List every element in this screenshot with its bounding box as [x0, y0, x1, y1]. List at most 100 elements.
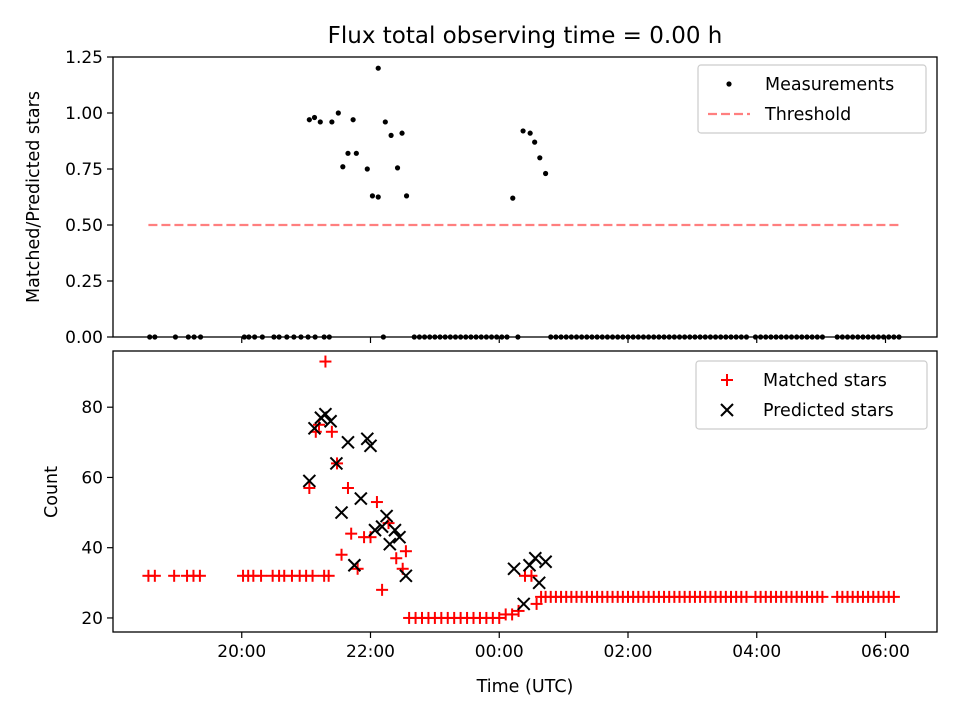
legend: Matched stars Predicted stars: [695, 360, 928, 430]
measurement-point: [532, 139, 538, 145]
predicted-star-point: [354, 491, 368, 506]
x-marker-b: [388, 523, 402, 537]
measurement-point: [311, 114, 318, 121]
measurement-point: [543, 170, 549, 177]
x-marker-b: [392, 530, 407, 544]
measurement-point: [520, 128, 526, 134]
matched-star-point: [399, 545, 412, 558]
y-tick-label: 0.50: [65, 216, 103, 236]
y-tick-label: 40: [81, 539, 103, 559]
x-marker-b: [360, 432, 374, 446]
x-marker-b: [329, 456, 344, 471]
predicted-star-point: [302, 474, 317, 488]
matched-star-point: [148, 569, 161, 582]
x-marker-b: [363, 439, 378, 453]
matched-star-point: [322, 569, 335, 582]
legend-box: [695, 360, 928, 430]
predicted-star-point: [528, 551, 543, 565]
predicted-star-point: [392, 530, 407, 544]
matched-star-point: [390, 552, 403, 565]
x-marker-b: [379, 509, 394, 523]
x-marker-b: [318, 407, 333, 421]
x-marker-b: [307, 421, 322, 435]
measurement-point: [403, 193, 410, 199]
series-predicted-stars: [302, 407, 553, 611]
measurement-point: [364, 166, 370, 172]
axes-frame: [112, 350, 938, 633]
matched-star-point: [193, 569, 206, 582]
measurement-point: [345, 150, 351, 156]
matched-star-point: [255, 569, 268, 582]
measurement-point: [510, 195, 516, 201]
x-marker-b: [354, 491, 368, 506]
matched-star-point: [530, 597, 543, 610]
matched-star-point: [303, 481, 316, 494]
matched-star-point: [506, 608, 519, 621]
predicted-star-point: [329, 456, 344, 471]
x-tick-label: 20:00: [217, 642, 266, 662]
x-marker-b: [538, 555, 553, 569]
top-panel-y-axis-label: Matched/Predicted stars: [24, 91, 44, 303]
axes-frame: [112, 56, 938, 338]
x-marker-b: [375, 519, 389, 534]
matched-star-point: [325, 425, 338, 438]
y-tick-label: 60: [81, 468, 103, 488]
predicted-star-point: [368, 523, 382, 537]
measurement-point: [527, 130, 533, 136]
matched-star-point: [341, 481, 354, 494]
y-tick-label: 20: [81, 609, 103, 629]
measurement-point: [375, 194, 381, 200]
x-marker-b: [399, 569, 413, 583]
x-marker-b: [341, 435, 355, 450]
x-tick-label: 22:00: [346, 642, 395, 662]
predicted-star-point: [538, 555, 553, 569]
measurement-point: [340, 164, 346, 170]
panel-count: 20 40 60 80 20:00 22:00 00:00 02:00 04:00 06:00 Ma…: [81, 350, 938, 662]
y-tick-label: 1.25: [65, 48, 103, 68]
legend-label: Predicted stars: [763, 401, 894, 421]
matched-star-point: [335, 548, 348, 561]
y-tick-label: 80: [81, 398, 103, 418]
predicted-star-point: [334, 505, 349, 520]
series-matched-stars: [142, 355, 900, 624]
predicted-star-point: [532, 576, 546, 590]
y-tick-label: 1.00: [65, 104, 103, 124]
x-marker-b: [532, 576, 546, 590]
measurement-point: [335, 110, 341, 116]
matched-star-point: [816, 590, 829, 603]
predicted-star-point: [363, 439, 378, 453]
matched-star-point: [306, 569, 319, 582]
bottom-panel-y-axis-label: Count: [42, 466, 62, 518]
predicted-star-point: [399, 569, 413, 583]
matched-star-point: [319, 355, 332, 368]
x-marker-b: [302, 474, 317, 488]
predicted-star-point: [347, 558, 362, 572]
matched-star-point: [512, 604, 525, 617]
y-tick-label: 0.00: [65, 328, 103, 348]
x-axis-label: Time (UTC): [476, 677, 574, 697]
matched-star-point: [376, 583, 389, 596]
measurement-point: [350, 117, 356, 123]
predicted-star-point: [307, 421, 322, 435]
matched-star-point: [168, 569, 181, 582]
x-marker-b: [368, 523, 382, 537]
legend-dot-swatch: [726, 81, 732, 87]
measurement-point: [388, 132, 394, 138]
matched-star-point: [525, 569, 538, 582]
x-tick-label: 02:00: [604, 642, 653, 662]
measurement-point: [353, 150, 359, 156]
panel-ratio: 0.00 0.25 0.50 0.75 1.00 1.25 Measurements Thre…: [65, 48, 938, 348]
measurement-point: [382, 119, 388, 125]
measurement-point: [317, 119, 323, 125]
predicted-star-point: [341, 435, 355, 450]
matched-star-point: [364, 531, 377, 544]
chart-title: Flux total observing time = 0.00 h: [328, 23, 723, 49]
predicted-star-point: [360, 432, 374, 446]
measurement-point: [306, 117, 312, 123]
predicted-star-point: [379, 509, 394, 523]
legend-label: Threshold: [764, 105, 851, 125]
x-marker-b: [383, 537, 397, 551]
x-marker-b: [517, 597, 531, 611]
